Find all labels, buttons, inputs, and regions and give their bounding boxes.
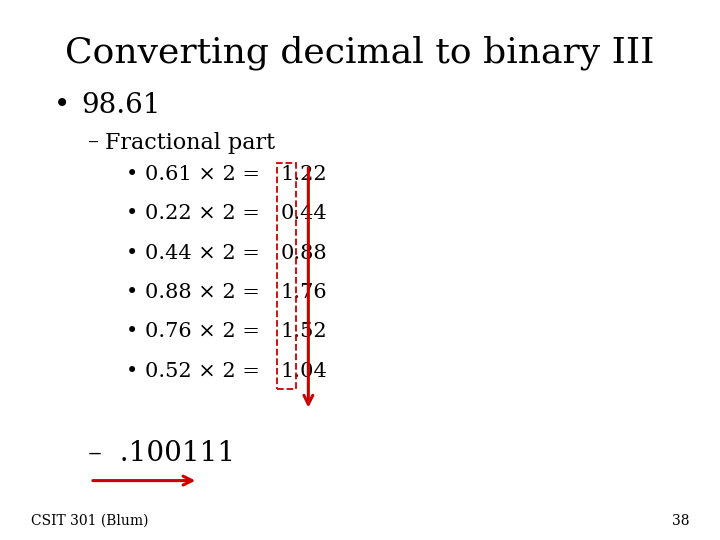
Text: Converting decimal to binary III: Converting decimal to binary III	[66, 35, 654, 70]
Text: •: •	[126, 322, 138, 341]
Text: 0.44: 0.44	[281, 204, 328, 223]
Text: 0.76 × 2 =: 0.76 × 2 =	[145, 322, 266, 341]
Text: 38: 38	[672, 514, 689, 528]
Text: –  .100111: – .100111	[88, 440, 235, 467]
Text: •: •	[126, 204, 138, 223]
Text: Fractional part: Fractional part	[105, 132, 275, 154]
Text: 1.22: 1.22	[281, 165, 328, 184]
Text: 0.52 × 2 =: 0.52 × 2 =	[145, 362, 266, 381]
Text: 0.88: 0.88	[281, 244, 328, 262]
Text: 0.88 × 2 =: 0.88 × 2 =	[145, 283, 266, 302]
Text: 98.61: 98.61	[81, 92, 161, 119]
Text: •: •	[53, 92, 70, 119]
Text: 1.76: 1.76	[281, 283, 328, 302]
Text: 1.52: 1.52	[281, 322, 328, 341]
Text: •: •	[126, 244, 138, 262]
Text: 0.61 × 2 =: 0.61 × 2 =	[145, 165, 267, 184]
Text: CSIT 301 (Blum): CSIT 301 (Blum)	[31, 514, 148, 528]
Text: •: •	[126, 283, 138, 302]
Text: 0.22 × 2 =: 0.22 × 2 =	[145, 204, 266, 223]
Text: •: •	[126, 165, 138, 184]
Text: 1.04: 1.04	[281, 362, 328, 381]
Text: •: •	[126, 362, 138, 381]
Text: –: –	[88, 132, 99, 154]
Text: 0.44 × 2 =: 0.44 × 2 =	[145, 244, 266, 262]
